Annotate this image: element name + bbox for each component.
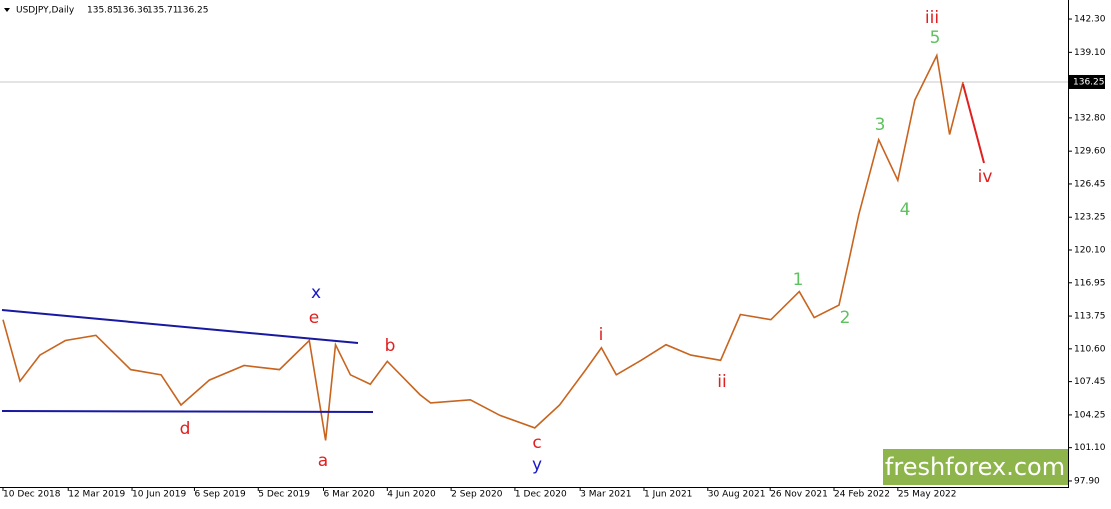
y-tick-label: 126.45 bbox=[1074, 179, 1106, 189]
last-price-label: 136.25 bbox=[1073, 77, 1105, 87]
x-tick-label: 1 Dec 2020 bbox=[515, 490, 567, 500]
wave-label: 2 bbox=[840, 308, 851, 328]
close-price: 136.25 bbox=[177, 6, 209, 16]
projection-line bbox=[962, 83, 985, 164]
wave-label: c bbox=[532, 433, 541, 453]
y-tick-label: 97.90 bbox=[1074, 476, 1100, 486]
y-tick-label: 116.95 bbox=[1074, 278, 1106, 288]
symbol-title: USDJPY,Daily bbox=[16, 6, 75, 16]
open-price: 135.85 bbox=[87, 6, 119, 16]
x-tick-label: 3 Mar 2021 bbox=[580, 490, 631, 500]
x-tick-label: 5 Dec 2019 bbox=[258, 490, 310, 500]
low-price: 135.71 bbox=[147, 6, 179, 16]
x-tick-label: 6 Sep 2019 bbox=[194, 490, 246, 500]
upper-trendline bbox=[1, 309, 359, 344]
x-tick-label: 24 Feb 2022 bbox=[834, 490, 890, 500]
wave-label: 4 bbox=[900, 200, 911, 220]
x-tick-label: 30 Aug 2021 bbox=[708, 490, 766, 500]
y-tick-label: 101.10 bbox=[1074, 443, 1106, 453]
x-tick-label: 6 Mar 2020 bbox=[323, 490, 375, 500]
wave-label: iv bbox=[978, 167, 993, 187]
y-tick-label: 120.10 bbox=[1074, 246, 1106, 256]
price-line bbox=[2, 52, 964, 441]
menu-triangle[interactable] bbox=[4, 8, 10, 12]
high-price: 136.36 bbox=[117, 6, 149, 16]
y-tick-label: 113.75 bbox=[1074, 312, 1106, 322]
watermark: freshforex.com bbox=[885, 453, 1065, 481]
wave-label: 3 bbox=[875, 115, 886, 135]
wave-label: 1 bbox=[793, 270, 804, 290]
x-tick-label: 12 Mar 2019 bbox=[68, 490, 125, 500]
y-tick-label: 142.30 bbox=[1074, 15, 1106, 25]
watermark-box bbox=[883, 449, 1068, 485]
x-tick-label: 10 Jun 2019 bbox=[132, 490, 186, 500]
y-tick-label: 123.25 bbox=[1074, 213, 1106, 223]
lower-trendline bbox=[1, 410, 374, 413]
wave-label: x bbox=[311, 283, 321, 303]
wave-label: a bbox=[318, 451, 328, 471]
x-tick-label: 26 Nov 2021 bbox=[770, 490, 828, 500]
x-tick-label: 4 Jun 2020 bbox=[387, 490, 436, 500]
wave-label: i bbox=[599, 325, 604, 345]
y-tick-label: 139.10 bbox=[1074, 48, 1106, 58]
wave-label: d bbox=[180, 419, 191, 439]
x-tick-label: 2 Sep 2020 bbox=[451, 490, 503, 500]
y-tick-label: 107.45 bbox=[1074, 377, 1106, 387]
wave-label: b bbox=[385, 336, 396, 356]
y-tick-label: 104.25 bbox=[1074, 410, 1106, 420]
y-tick-label: 129.60 bbox=[1074, 147, 1106, 157]
x-tick-label: 10 Dec 2018 bbox=[3, 490, 61, 500]
y-tick-label: 110.60 bbox=[1074, 344, 1106, 354]
wave-label: iii bbox=[925, 8, 939, 28]
x-tick-label: 25 May 2022 bbox=[898, 490, 957, 500]
y-tick-label: 132.80 bbox=[1074, 113, 1106, 123]
last-price-box bbox=[1069, 74, 1105, 89]
wave-label: e bbox=[309, 308, 319, 328]
wave-label: ii bbox=[717, 372, 726, 392]
wave-label: 5 bbox=[930, 28, 941, 48]
x-tick-label: 1 Jun 2021 bbox=[644, 490, 692, 500]
wave-label: y bbox=[532, 455, 542, 475]
